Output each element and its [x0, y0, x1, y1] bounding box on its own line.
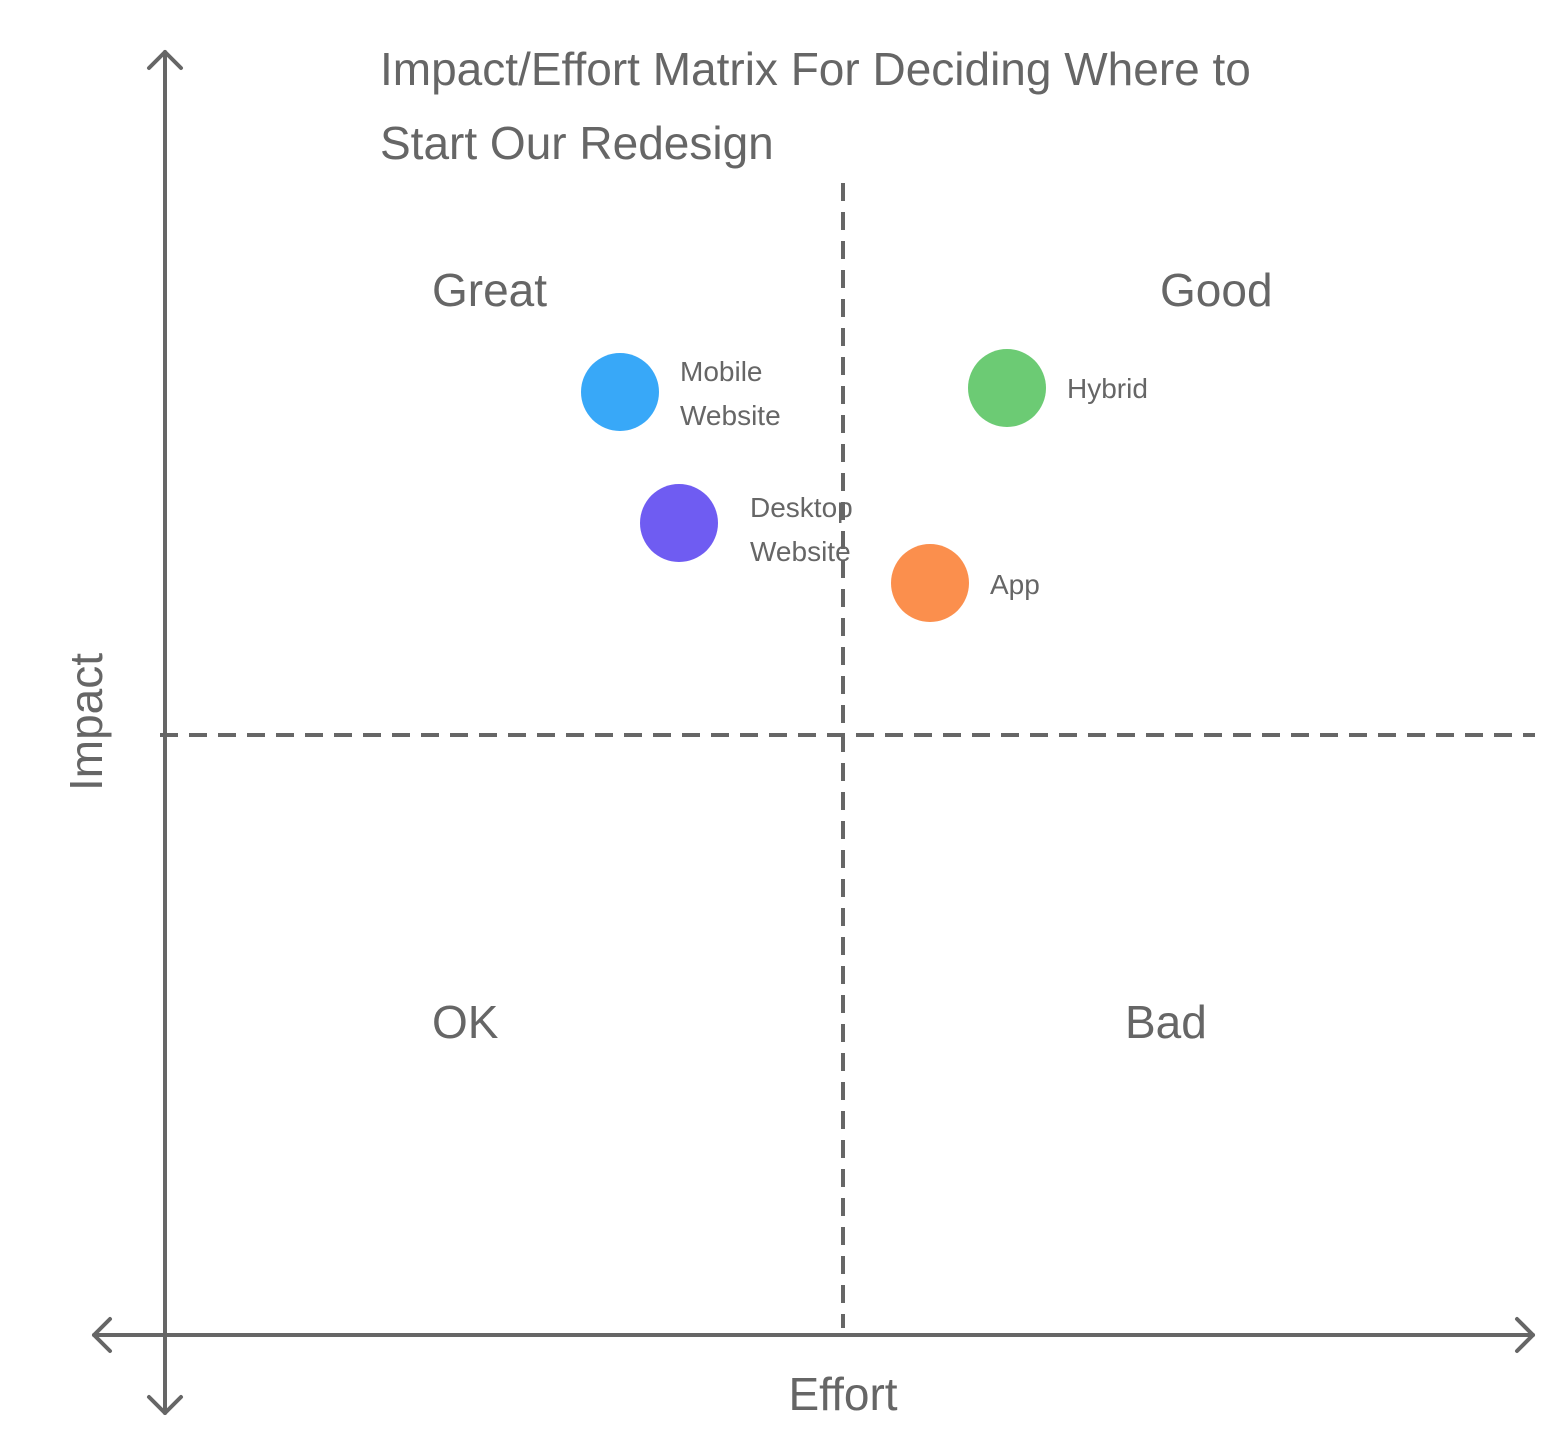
x-arrow-left [92, 1317, 112, 1353]
title: Impact/Effort Matrix For Deciding Where … [380, 43, 1251, 169]
node-dot [968, 349, 1046, 427]
quadrant-label: Good [1160, 264, 1273, 316]
quadrant-label: Great [432, 264, 548, 316]
node-label: App [990, 569, 1040, 600]
y-axis-label: Impact [60, 653, 112, 791]
node-dot [891, 544, 969, 622]
x-arrow-right [1515, 1317, 1535, 1353]
node-label: Hybrid [1067, 373, 1148, 404]
node-dot [640, 484, 718, 562]
quadrant-label: OK [432, 996, 499, 1048]
x-axis-label: Effort [788, 1368, 897, 1420]
y-arrow-bottom [147, 1395, 183, 1415]
node-label: Mobile Website [680, 356, 781, 431]
quadrant-label: Bad [1125, 996, 1207, 1048]
node-label: Desktop Website [750, 492, 853, 567]
node-dot [581, 353, 659, 431]
y-arrow-top [147, 50, 183, 70]
